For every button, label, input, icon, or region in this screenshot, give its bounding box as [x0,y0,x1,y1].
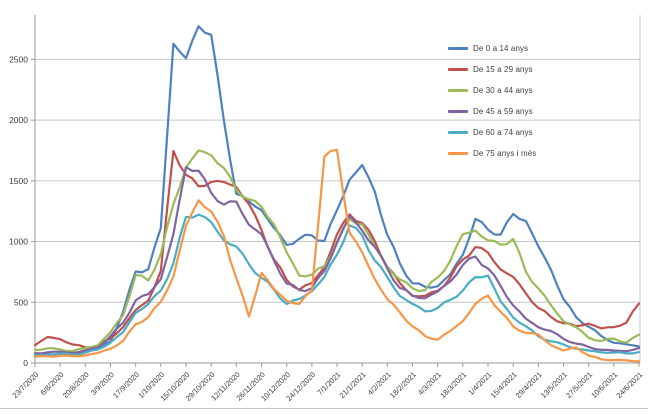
x-tick-label: 17/9/2020 [111,370,141,400]
legend-label: De 30 a 44 anys [473,86,533,95]
y-tick-label: 2500 [9,54,28,64]
legend-item-2: De 15 a 29 anys [448,59,536,80]
y-tick-label: 1500 [9,176,28,186]
series-line-5 [33,213,641,357]
x-tick-label: 21/1/2021 [338,370,368,400]
legend-item-3: De 30 a 44 anys [448,80,536,101]
x-tick-label: 27/5/2021 [564,370,594,400]
legend-swatch [448,47,468,50]
series-line-2 [33,149,641,349]
y-tick-label: 500 [14,297,28,307]
legend-label: De 60 a 74 anys [473,128,533,137]
x-tick-label: 23/7/2020 [10,370,40,400]
x-tick-label: 15/4/2021 [489,370,519,400]
page-rule [0,408,648,409]
legend-label: De 15 a 29 anys [473,65,533,74]
y-tick-label: 1000 [9,237,28,247]
y-tick-label: 2000 [9,115,28,125]
series-line-4 [33,166,641,355]
legend-label: De 75 anys i més [473,149,537,158]
legend-item-5: De 60 a 74 anys [448,122,536,143]
x-tick-label: 13/5/2021 [539,370,569,400]
x-tick-label: 29/4/2021 [514,370,544,400]
x-tick-label: 24/6/2021 [614,370,644,400]
x-tick-label: 10/6/2021 [589,370,619,400]
legend-swatch [448,89,468,92]
legend-label: De 0 a 14 anys [473,44,529,53]
legend-label: De 45 a 59 anys [473,107,533,116]
legend-item-1: De 0 a 14 anys [448,38,536,59]
x-tick-label: 18/3/2021 [438,370,468,400]
legend-item-6: De 75 anys i més [448,143,536,164]
x-tick-label: 20/8/2020 [61,370,91,400]
legend-swatch [448,152,468,155]
legend-swatch [448,110,468,113]
y-tick-label: 0 [23,358,28,368]
series-line-6 [33,148,641,363]
legend-swatch [448,68,468,71]
legend-item-4: De 45 a 59 anys [448,101,536,122]
chart-legend: De 0 a 14 anys De 15 a 29 anys De 30 a 44 … [448,38,536,164]
x-tick-label: 18/2/2021 [388,370,418,400]
series-line-1 [33,25,641,357]
legend-swatch [448,131,468,134]
